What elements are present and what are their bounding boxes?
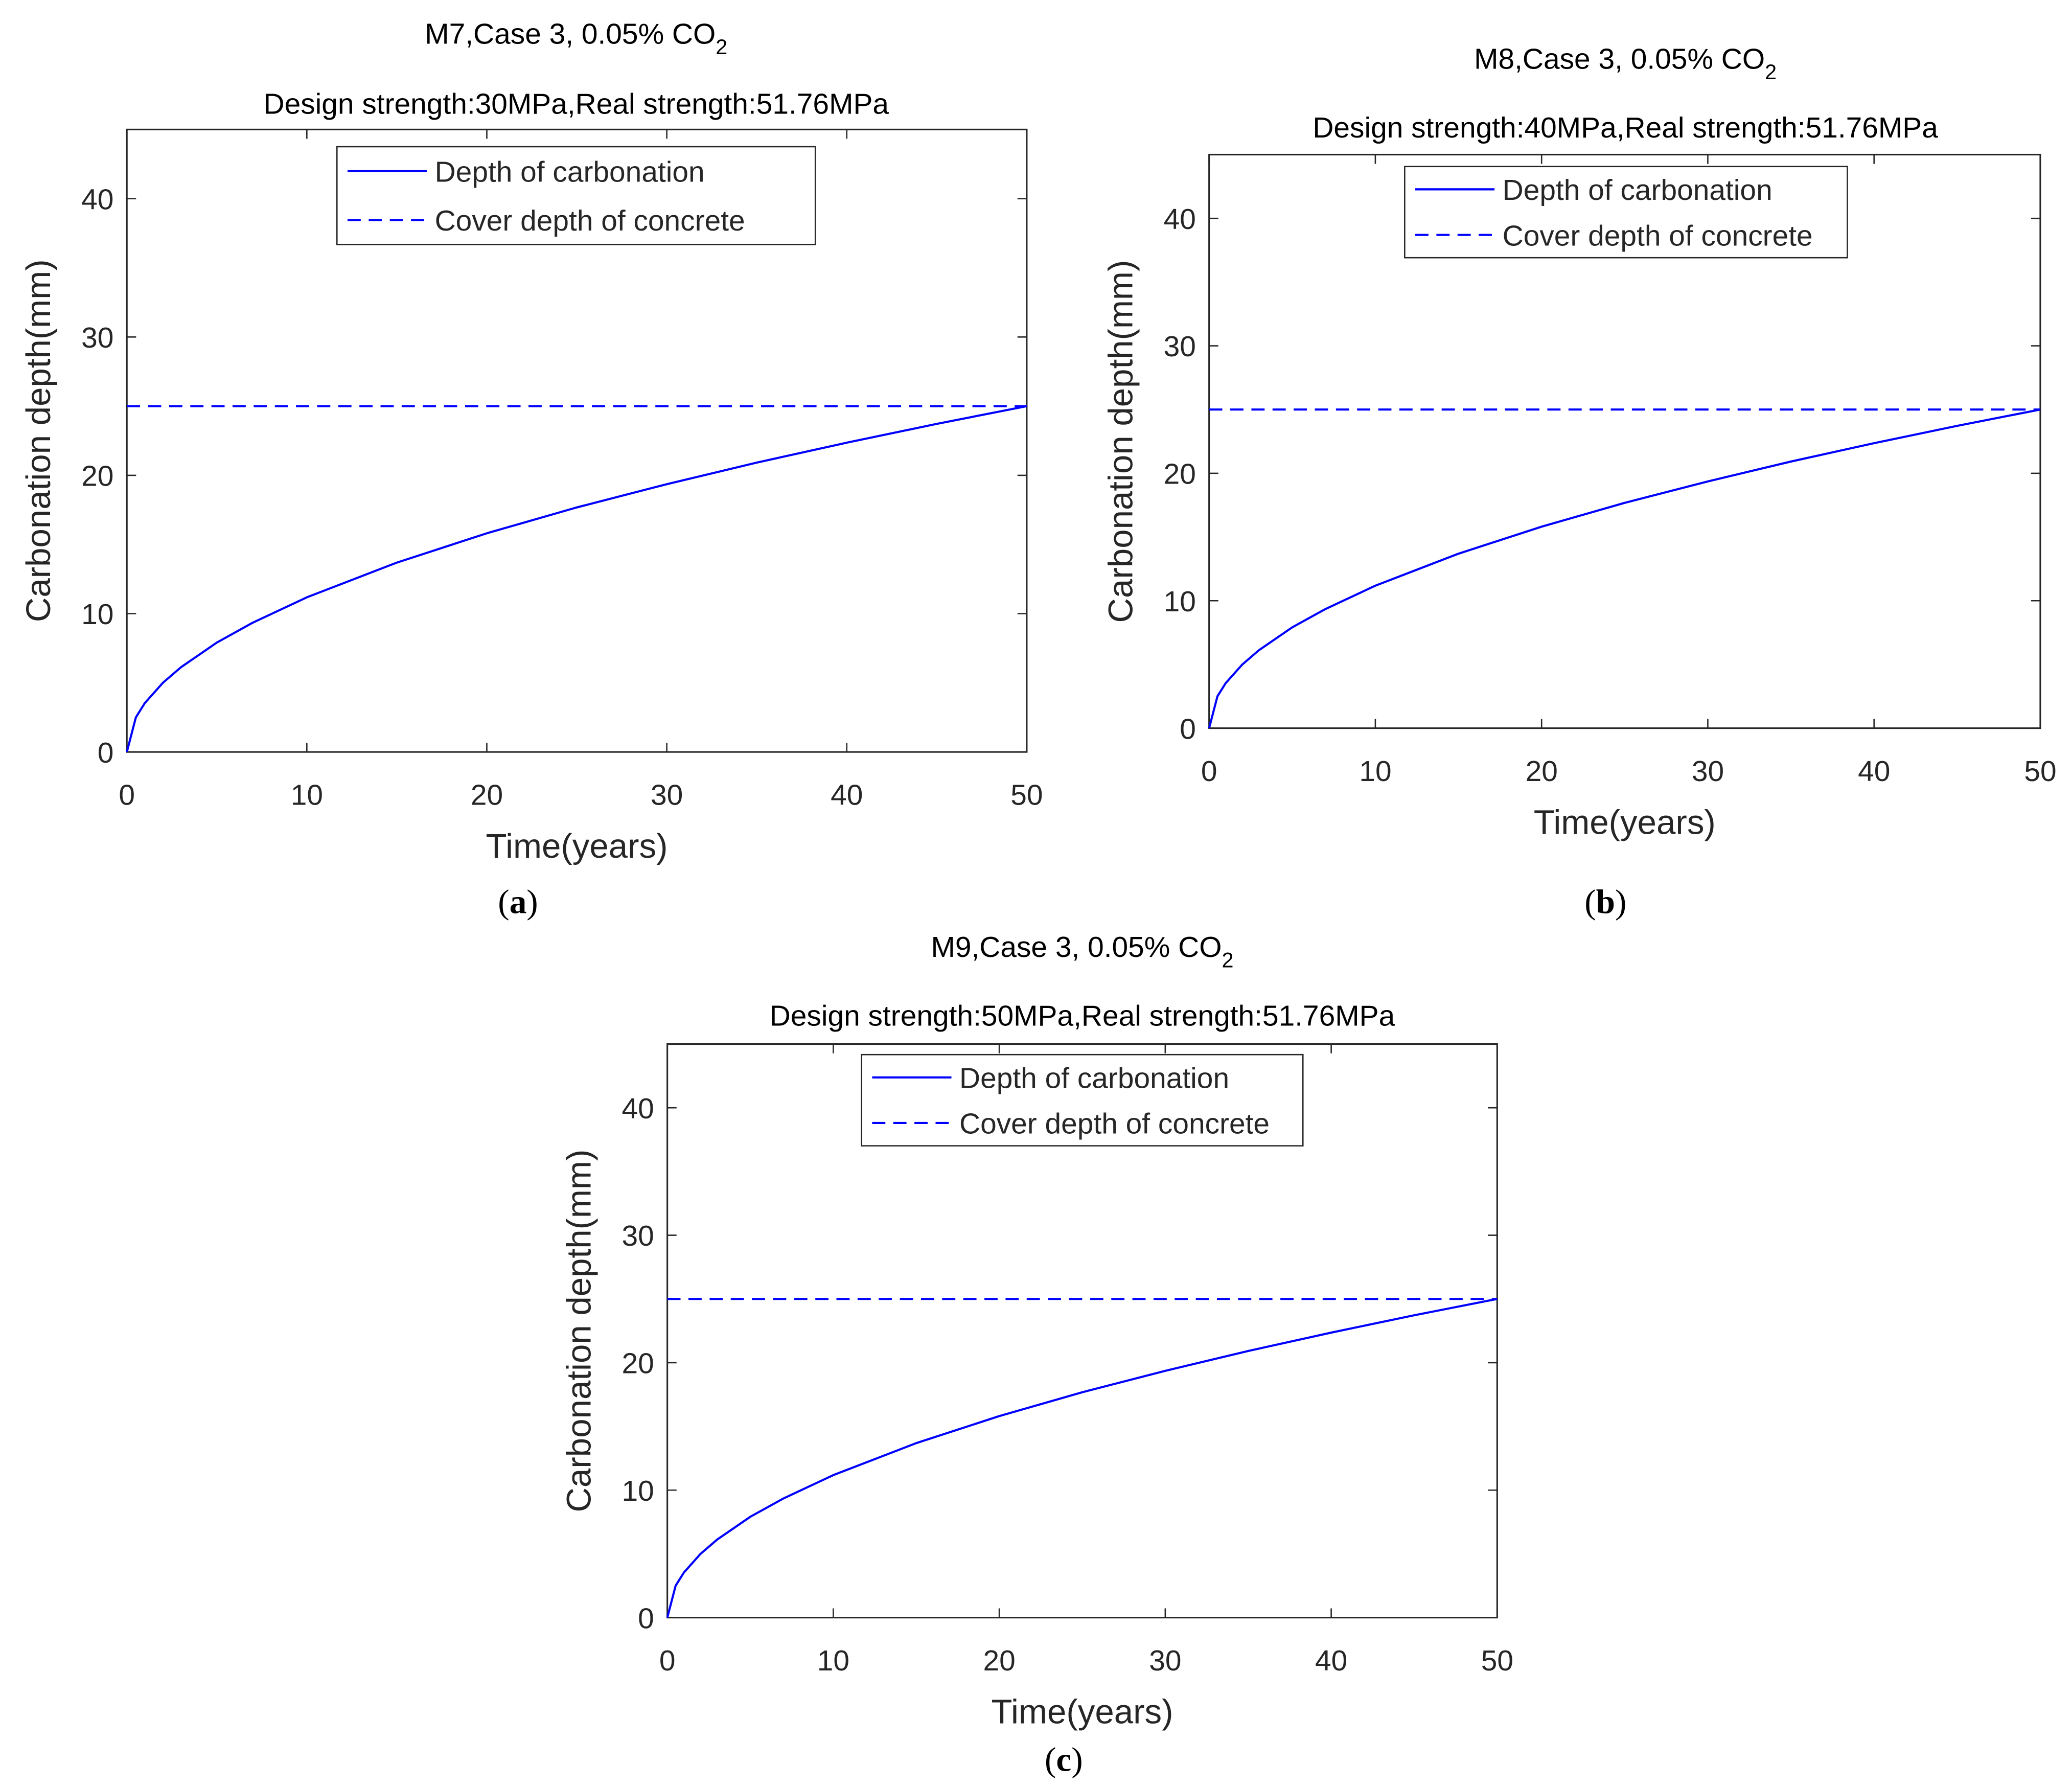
chart-subtitle: Design strength:50MPa,Real strength:51.7… <box>770 1000 1395 1032</box>
y-tick-label: 10 <box>81 599 113 631</box>
y-tick-label: 40 <box>622 1093 654 1125</box>
chart-title-subscript: 2 <box>716 35 727 59</box>
axes-box <box>126 128 1028 753</box>
axes-box <box>1208 153 2041 729</box>
legend: Depth of carbonation Cover depth of concr… <box>336 146 816 245</box>
panel-caption: (b) <box>1584 883 1626 921</box>
chart-title-text: M8,Case 3, 0.05% CO <box>1474 43 1765 75</box>
chart-title-text: M7,Case 3, 0.05% CO <box>425 18 716 50</box>
carbonation-depth-line <box>666 1298 1498 1618</box>
x-tick-label: 10 <box>1359 755 1391 788</box>
carbonation-depth-line <box>1208 408 2041 729</box>
chart-subtitle: Design strength:40MPa,Real strength:51.7… <box>1313 112 1938 144</box>
chart-title-subscript: 2 <box>1765 60 1777 84</box>
y-tick-label: 10 <box>1164 586 1196 618</box>
x-tick-label: 40 <box>1858 755 1890 788</box>
legend-label: Depth of carbonation <box>959 1062 1229 1094</box>
legend-label: Depth of carbonation <box>435 156 705 189</box>
legend-box <box>336 146 816 245</box>
panel-caption: (a) <box>498 883 538 921</box>
x-tick-label: 20 <box>1526 755 1558 788</box>
x-tick-label: 50 <box>2024 755 2056 788</box>
x-axis-label: Time(years) <box>486 827 668 865</box>
chart-title: M7,Case 3, 0.05% CO2 <box>425 18 727 59</box>
legend-box <box>861 1053 1304 1147</box>
caption-paren-open: ( <box>1584 883 1596 921</box>
legend-label: Cover depth of concrete <box>959 1108 1270 1140</box>
caption-paren-close: ) <box>526 883 538 921</box>
legend-label: Cover depth of concrete <box>435 205 745 237</box>
x-tick-label: 50 <box>1010 780 1043 812</box>
legend: Depth of carbonation Cover depth of concr… <box>861 1053 1304 1147</box>
y-tick-label: 30 <box>1164 331 1196 363</box>
y-tick-label: 30 <box>622 1220 654 1252</box>
x-axis-label: Time(years) <box>1534 803 1716 841</box>
y-tick-label: 10 <box>622 1475 654 1507</box>
chart-subtitle: Design strength:30MPa,Real strength:51.7… <box>264 88 889 120</box>
chart-title: M9,Case 3, 0.05% CO2 <box>931 931 1233 972</box>
legend-label: Depth of carbonation <box>1503 174 1772 207</box>
panel-caption: (c) <box>1045 1740 1083 1779</box>
legend: Depth of carbonation Cover depth of concr… <box>1404 166 1848 259</box>
caption-paren-close: ) <box>1615 883 1626 921</box>
chart-title: M8,Case 3, 0.05% CO2 <box>1474 43 1777 84</box>
x-tick-label: 40 <box>1315 1645 1347 1677</box>
carbonation-depth-line <box>126 405 1027 752</box>
y-tick-label: 20 <box>1164 459 1196 491</box>
y-tick-label: 20 <box>81 461 113 493</box>
x-tick-label: 0 <box>659 1645 676 1677</box>
x-tick-label: 30 <box>651 780 683 812</box>
x-axis-label: Time(years) <box>991 1692 1173 1731</box>
x-tick-label: 30 <box>1149 1645 1181 1677</box>
x-tick-label: 10 <box>291 780 323 812</box>
x-tick-label: 50 <box>1481 1645 1513 1677</box>
x-tick-label: 20 <box>983 1645 1015 1677</box>
y-tick-label: 20 <box>622 1348 654 1380</box>
y-tick-label: 0 <box>638 1602 654 1635</box>
chart-panel-2: M8,Case 3, 0.05% CO2 Design strength:40MP… <box>1102 43 2057 921</box>
x-tick-label: 40 <box>831 780 863 812</box>
caption-letter: a <box>510 883 527 921</box>
x-tick-label: 30 <box>1692 755 1724 788</box>
y-axis-label: Carbonation depth(mm) <box>1102 260 1140 623</box>
legend-box <box>1404 166 1848 259</box>
chart-title-subscript: 2 <box>1222 949 1233 972</box>
chart-panel-3: M9,Case 3, 0.05% CO2 Design strength:50MP… <box>560 931 1513 1779</box>
y-axis-label: Carbonation depth(mm) <box>560 1150 598 1513</box>
caption-letter: c <box>1056 1740 1071 1779</box>
y-tick-label: 40 <box>81 184 113 216</box>
chart-panel-1: M7,Case 3, 0.05% CO2 Design strength:30MP… <box>19 18 1043 921</box>
y-tick-label: 0 <box>98 737 114 769</box>
x-tick-label: 0 <box>119 780 135 812</box>
axes-box <box>666 1043 1498 1619</box>
y-axis-label: Carbonation depth(mm) <box>19 259 58 622</box>
legend-label: Cover depth of concrete <box>1503 220 1813 252</box>
caption-paren-open: ( <box>1045 1740 1056 1779</box>
caption-paren-close: ) <box>1071 1740 1083 1779</box>
x-tick-label: 0 <box>1201 755 1217 788</box>
caption-letter: b <box>1596 883 1615 921</box>
y-tick-label: 0 <box>1180 713 1196 745</box>
x-tick-label: 20 <box>471 780 503 812</box>
caption-paren-open: ( <box>498 883 509 921</box>
chart-title-text: M9,Case 3, 0.05% CO <box>931 931 1222 964</box>
y-tick-label: 40 <box>1164 203 1196 236</box>
y-tick-label: 30 <box>81 322 113 354</box>
x-tick-label: 10 <box>817 1645 849 1677</box>
